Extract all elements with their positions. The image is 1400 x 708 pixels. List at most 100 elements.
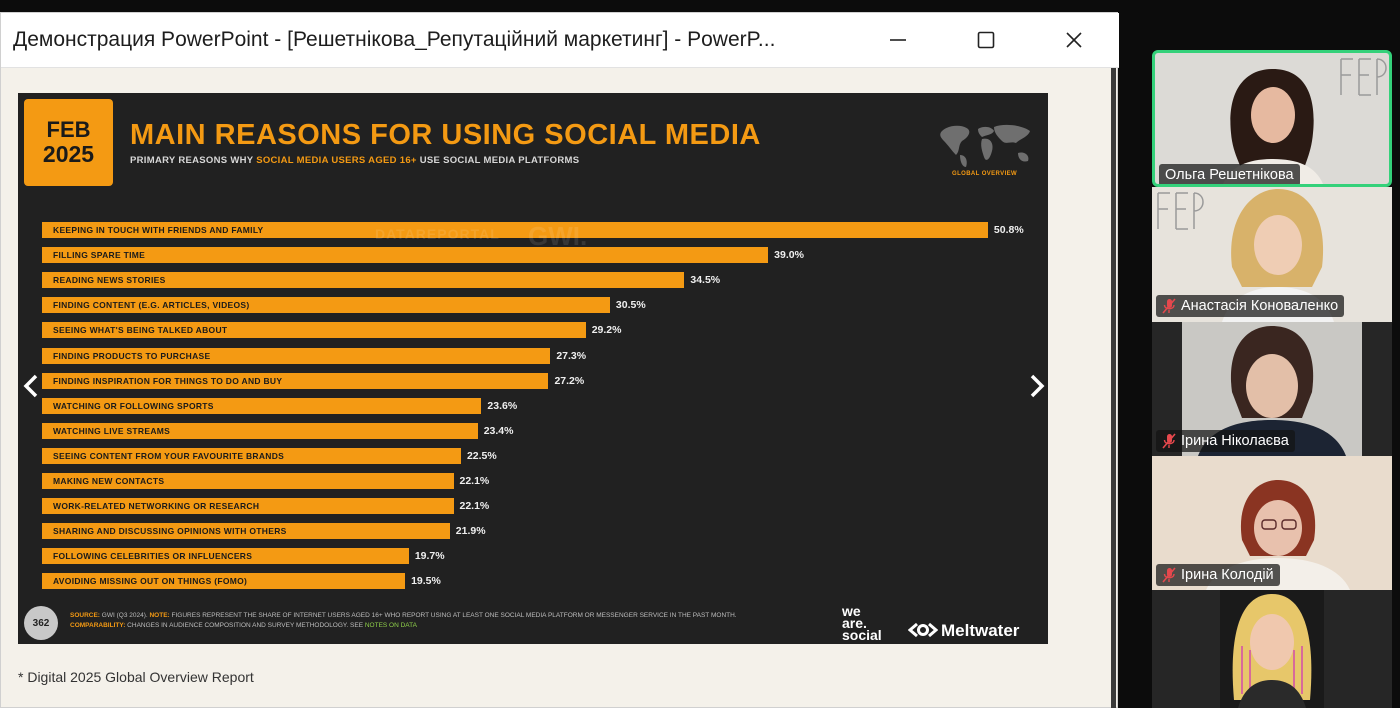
chart-value-label: 34.5% [690,274,721,287]
slide: FEB 2025 MAIN REASONS FOR USING SOCIAL M… [18,93,1048,644]
chart-value-label: 39.0% [774,249,804,262]
muted-microphone-icon [1162,433,1176,449]
chart-value-label: 21.9% [455,525,486,538]
slide-title: MAIN REASONS FOR USING SOCIAL MEDIA [130,119,761,151]
logo-line-1: we [842,603,861,619]
chart-bar-label: FINDING CONTENT (E.G. ARTICLES, VIDEOS) [53,300,250,311]
chart-value-label: 27.2% [554,374,585,387]
logo-line-2: are. [842,615,867,631]
chart-bar: FILLING SPARE TIME [42,247,769,264]
comparability-key: COMPARABILITY: [70,622,126,629]
chart-bar: SHARING AND DISCUSSING OPINIONS WITH OTH… [42,523,450,540]
meltwater-text: Meltwater [941,621,1020,640]
chart-bar: WORK-RELATED NETWORKING OR RESEARCH [42,498,454,515]
participant-name: Ірина Ніколаєва [1181,433,1289,449]
source-key: SOURCE: [70,612,100,619]
participant-name-tag: Ірина Ніколаєва [1156,430,1295,452]
chart-value-label: 19.5% [411,575,441,588]
chart-bar-label: FILLING SPARE TIME [53,250,146,261]
chart-bar: READING NEWS STORIES [42,272,685,289]
wall-logo-icon [1340,58,1387,96]
participant-name-tag: Анастасія Коноваленко [1156,295,1345,317]
participant-tile[interactable]: Анастасія Коноваленко [1152,187,1392,322]
window-title: Демонстрация PowerPoint - [Решетнікова_Р… [13,28,776,51]
chart-value-label: 23.4% [483,424,514,437]
muted-microphone-icon [1162,298,1176,314]
chart-bar-label: READING NEWS STORIES [53,275,166,286]
chevron-right-icon [1030,374,1045,398]
chart-bar-label: AVOIDING MISSING OUT ON THINGS (FOMO) [53,576,248,587]
chart-bar: KEEPING IN TOUCH WITH FRIENDS AND FAMILY [42,222,988,238]
participant-name: Анастасія Коноваленко [1181,298,1339,314]
chart-value-label: 22.5% [466,449,497,462]
participant-name: Ольга Решетнікова [1165,167,1294,183]
chart-bar: WATCHING LIVE STREAMS [42,422,478,439]
window-titlebar[interactable]: Демонстрация PowerPoint - [Решетнікова_Р… [1,13,1119,68]
chart-bar-label: MAKING NEW CONTACTS [53,476,165,486]
meltwater-mark-icon [907,622,939,638]
chart-bar: WATCHING OR FOLLOWING SPORTS [42,397,482,414]
subtitle-highlight: SOCIAL MEDIA USERS AGED 16+ [256,155,417,166]
chart-bar: SEEING CONTENT FROM YOUR FAVOURITE BRAND… [42,447,461,464]
participant-name-tag: Ірина Колодій [1156,564,1280,586]
chart-bar-label: WATCHING LIVE STREAMS [53,425,171,436]
chart-bar-label: FINDING PRODUCTS TO PURCHASE [53,350,211,361]
chart-bar-label: FINDING INSPIRATION FOR THINGS TO DO AND… [53,375,283,386]
chevron-left-icon [23,374,38,398]
chart-value-label: 27.3% [556,349,587,362]
participant-tile[interactable] [1152,590,1392,708]
bar-chart: KEEPING IN TOUCH WITH FRIENDS AND FAMILY… [18,93,1048,644]
previous-slide-button[interactable] [16,366,46,406]
chart-bar: SEEING WHAT'S BEING TALKED ABOUT [42,322,586,339]
chart-bar: FOLLOWING CELEBRITIES OR INFLUENCERS [42,548,409,565]
participant-name: Ірина Колодій [1181,567,1274,583]
page-number: 362 [24,606,58,640]
chart-bar: FINDING INSPIRATION FOR THINGS TO DO AND… [42,372,549,389]
participant-video [1220,590,1324,708]
wall-logo-icon [1157,192,1204,230]
minimize-button[interactable] [873,21,923,59]
next-slide-button[interactable] [1022,366,1052,406]
subtitle-pre: PRIMARY REASONS WHY [130,155,257,166]
participant-name-tag: Ольга Решетнікова [1159,164,1300,184]
chart-value-label: 19.7% [414,550,445,563]
chart-bar-label: WATCHING OR FOLLOWING SPORTS [53,400,214,411]
muted-microphone-icon [1162,567,1176,583]
chart-value-label: 30.5% [615,299,646,312]
date-badge: FEB 2025 [24,99,113,186]
close-button[interactable] [1049,21,1099,59]
slide-subtitle: PRIMARY REASONS WHY SOCIAL MEDIA USERS A… [130,155,579,166]
participant-tile[interactable]: Ольга Решетнікова [1152,50,1392,187]
date-year: 2025 [42,140,95,167]
notes-key: NOTE: [149,612,170,619]
notes-on-data-link[interactable]: NOTES ON DATA [364,622,417,629]
chart-value-label: 22.1% [459,500,490,513]
comparability-text: CHANGES IN AUDIENCE COMPOSITION AND SURV… [125,622,365,629]
participant-tile[interactable]: Ірина Ніколаєва [1152,322,1392,456]
date-month: FEB [46,116,91,142]
participant-tile[interactable]: Ірина Колодій [1152,456,1392,590]
footer-source: SOURCE: GWI (Q3 2024). NOTE: FIGURES REP… [70,612,737,619]
footnote: * Digital 2025 Global Overview Report [18,669,254,685]
chart-bar: FINDING PRODUCTS TO PURCHASE [42,347,551,364]
watermark-gwi: GWI. [528,221,588,251]
chart-value-label: 22.1% [459,475,490,487]
maximize-icon [977,31,995,49]
chart-bar: FINDING CONTENT (E.G. ARTICLES, VIDEOS) [42,297,610,314]
watermark-datareportal: DATAREPORTAL [375,226,500,242]
footer-comparability: COMPARABILITY: CHANGES IN AUDIENCE COMPO… [70,622,417,629]
maximize-button[interactable] [961,21,1011,59]
close-icon [1066,32,1082,48]
world-map-icon [940,124,1030,167]
chart-bar-label: WORK-RELATED NETWORKING OR RESEARCH [53,501,260,512]
chart-bar-label: SHARING AND DISCUSSING OPINIONS WITH OTH… [53,526,287,537]
chart-value-label: 23.6% [487,399,518,412]
notes-text: FIGURES REPRESENT THE SHARE OF INTERNET … [169,612,737,619]
logo-line-3: social [842,627,882,643]
subtitle-post: USE SOCIAL MEDIA PLATFORMS [416,155,580,166]
we-are-social-logo: we are. social [842,603,902,643]
window-scroll-edge [1111,68,1116,708]
chart-bar: AVOIDING MISSING OUT ON THINGS (FOMO) [42,573,406,590]
chart-bar-label: SEEING WHAT'S BEING TALKED ABOUT [53,325,228,336]
